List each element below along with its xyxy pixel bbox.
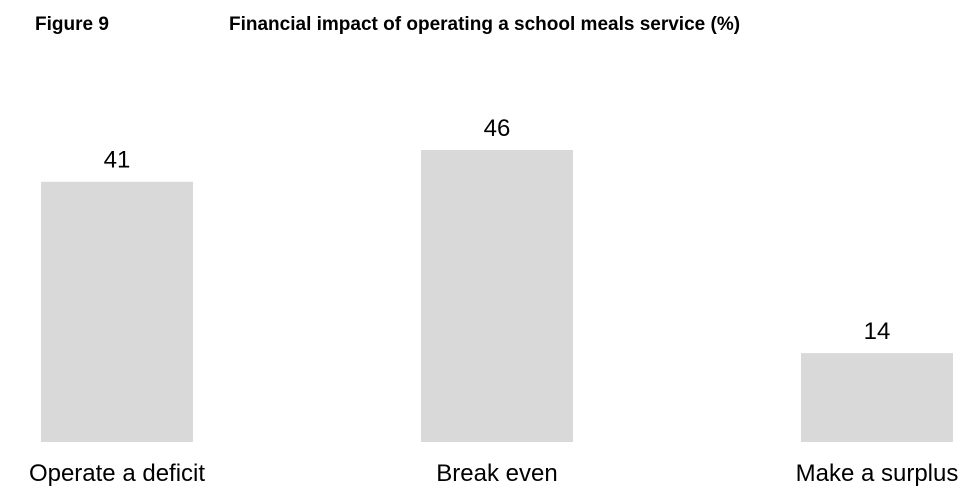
category-label-make-a-surplus: Make a surplus bbox=[796, 460, 959, 487]
chart-title: Financial impact of operating a school m… bbox=[229, 14, 741, 35]
data-label-break-even: 46 bbox=[484, 115, 511, 142]
bar-break-even bbox=[421, 150, 573, 442]
data-label-make-a-surplus: 14 bbox=[864, 318, 891, 345]
bar-make-a-surplus bbox=[801, 353, 953, 442]
bars-layer bbox=[41, 150, 953, 442]
category-labels-layer: Operate a deficit Break even Make a surplu… bbox=[29, 460, 958, 487]
value-labels-layer: 41 46 14 bbox=[104, 115, 891, 345]
category-label-break-even: Break even bbox=[436, 460, 557, 487]
bar-operate-a-deficit bbox=[41, 181, 193, 442]
category-label-operate-a-deficit: Operate a deficit bbox=[29, 460, 205, 487]
data-label-operate-a-deficit: 41 bbox=[104, 147, 131, 174]
figure-number: Figure 9 bbox=[35, 14, 109, 35]
